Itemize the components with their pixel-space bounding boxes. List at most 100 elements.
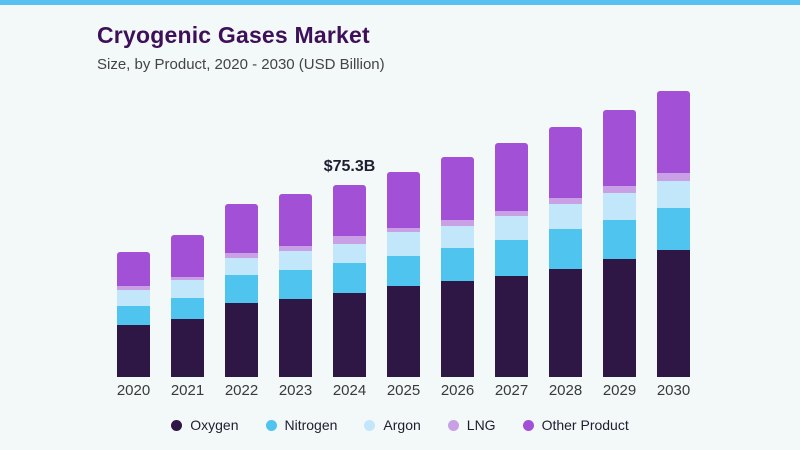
bar-column-2025: 2025: [387, 171, 420, 399]
legend-label: Nitrogen: [284, 417, 338, 433]
bar-stack-2024: [333, 184, 366, 377]
bar-column-2030: 2030: [657, 90, 690, 399]
bar-segment-lng-2023: [279, 245, 312, 252]
bar-segment-lng-2020: [117, 286, 150, 290]
bar-segment-nitrogen-2026: [441, 247, 474, 282]
x-axis-label-2026: 2026: [440, 382, 475, 399]
legend-label: Oxygen: [190, 417, 239, 433]
bar-column-2021: 2021: [171, 235, 204, 399]
bar-column-2028: 2028: [549, 127, 582, 399]
bar-segment-nitrogen-2024: [333, 262, 366, 293]
bar-column-2026: 2026: [441, 156, 474, 399]
legend-dot-icon: [364, 419, 376, 431]
bar-segment-oxygen-2020: [117, 324, 150, 377]
bar-column-2023: 2023: [279, 194, 312, 399]
bar-segment-lng-2030: [657, 172, 690, 182]
bar-segment-argon-2027: [495, 216, 528, 240]
bar-stack-2030: [657, 90, 690, 377]
bar-segment-argon-2028: [549, 204, 582, 230]
bar-stack-2025: [387, 171, 420, 377]
x-axis-label-2023: 2023: [278, 382, 313, 399]
legend-item-nitrogen: Nitrogen: [265, 417, 338, 433]
bar-segment-oxygen-2029: [603, 259, 636, 377]
value-annotation: $75.3B: [323, 157, 376, 175]
bar-segment-argon-2022: [225, 258, 258, 275]
bar-segment-argon-2030: [657, 181, 690, 208]
bar-segment-other-product-2024: [333, 184, 366, 237]
bar-segment-other-product-2027: [495, 143, 528, 212]
bar-segment-nitrogen-2025: [387, 255, 420, 287]
bar-segment-lng-2025: [387, 228, 420, 233]
legend-label: Other Product: [541, 417, 629, 433]
bar-stack-2020: [117, 252, 150, 377]
x-axis-label-2030: 2030: [656, 382, 691, 399]
bar-segment-nitrogen-2027: [495, 239, 528, 277]
x-axis-label-2020: 2020: [116, 382, 151, 399]
bar-segment-nitrogen-2029: [603, 219, 636, 260]
bar-segment-oxygen-2021: [171, 318, 204, 377]
bar-stack-2028: [549, 127, 582, 377]
chart-title: Cryogenic Gases Market: [97, 22, 370, 48]
bar-segment-other-product-2030: [657, 90, 690, 173]
bar-segment-oxygen-2026: [441, 281, 474, 377]
bar-segment-other-product-2028: [549, 127, 582, 199]
bar-segment-argon-2025: [387, 232, 420, 256]
legend-dot-icon: [265, 419, 277, 431]
legend-item-other-product: Other Product: [522, 417, 629, 433]
bar-segment-nitrogen-2028: [549, 229, 582, 269]
bar-segment-oxygen-2028: [549, 268, 582, 377]
bar-segment-lng-2027: [495, 211, 528, 217]
bar-column-2020: 2020: [117, 252, 150, 399]
bar-segment-other-product-2026: [441, 156, 474, 221]
bar-segment-argon-2026: [441, 225, 474, 248]
bar-segment-argon-2024: [333, 244, 366, 263]
bar-stack-2023: [279, 194, 312, 377]
legend-item-lng: LNG: [447, 417, 496, 433]
x-axis-label-2028: 2028: [548, 382, 583, 399]
bar-segment-oxygen-2022: [225, 302, 258, 377]
bar-stack-2027: [495, 143, 528, 377]
bar-segment-other-product-2025: [387, 171, 420, 229]
bar-segment-argon-2021: [171, 280, 204, 298]
bar-segment-lng-2024: [333, 236, 366, 245]
bar-segment-nitrogen-2030: [657, 207, 690, 250]
bar-segment-lng-2026: [441, 220, 474, 226]
bar-chart-plot-area: 2020 2021 2022 2023 2024 $75.3B 2025 2026 2027 20…: [117, 90, 690, 400]
bar-stack-2029: [603, 109, 636, 377]
bar-column-2024: 2024 $75.3B: [324, 158, 376, 400]
bar-segment-other-product-2022: [225, 203, 258, 253]
bar-segment-nitrogen-2022: [225, 274, 258, 303]
bar-segment-argon-2023: [279, 251, 312, 271]
bar-stack-2026: [441, 156, 474, 377]
legend-item-argon: Argon: [364, 417, 421, 433]
legend-label: LNG: [466, 417, 496, 433]
bar-column-2029: 2029: [603, 109, 636, 399]
bar-segment-nitrogen-2020: [117, 306, 150, 325]
bar-segment-lng-2022: [225, 252, 258, 259]
bar-segment-lng-2028: [549, 198, 582, 205]
x-axis-label-2025: 2025: [386, 382, 421, 399]
chart-header: Cryogenic Gases Market Size, by Product,…: [97, 22, 385, 73]
legend-dot-icon: [171, 419, 183, 431]
bar-segment-argon-2020: [117, 289, 150, 307]
bar-stack-2022: [225, 203, 258, 377]
bar-segment-lng-2021: [171, 277, 204, 281]
bar-segment-nitrogen-2023: [279, 270, 312, 300]
bar-segment-oxygen-2024: [333, 292, 366, 377]
bar-segment-other-product-2020: [117, 252, 150, 287]
chart-subtitle: Size, by Product, 2020 - 2030 (USD Billi…: [97, 56, 385, 73]
x-axis-label-2024: 2024: [332, 382, 367, 399]
legend-item-oxygen: Oxygen: [171, 417, 239, 433]
bar-column-2022: 2022: [225, 203, 258, 399]
bar-segment-argon-2029: [603, 192, 636, 220]
bar-segment-lng-2029: [603, 186, 636, 193]
x-axis-label-2027: 2027: [494, 382, 529, 399]
bar-segment-oxygen-2025: [387, 286, 420, 377]
bar-segment-oxygen-2030: [657, 249, 690, 377]
legend-dot-icon: [447, 419, 459, 431]
bar-stack-2021: [171, 235, 204, 377]
x-axis-label-2029: 2029: [602, 382, 637, 399]
bar-segment-other-product-2023: [279, 194, 312, 246]
x-axis-label-2021: 2021: [170, 382, 205, 399]
x-axis-label-2022: 2022: [224, 382, 259, 399]
